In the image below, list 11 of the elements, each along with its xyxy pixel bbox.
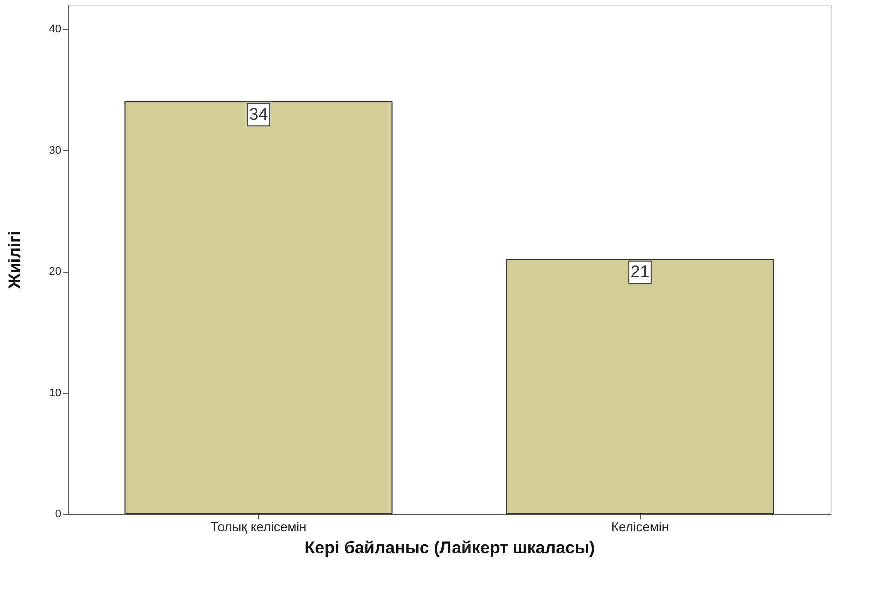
y-tick-label: 30 <box>49 144 62 157</box>
y-tick-label: 20 <box>49 266 62 278</box>
y-tick-label: 0 <box>55 508 62 520</box>
x-tick-label: Толық келісемін <box>210 520 307 534</box>
data-label: 34 <box>249 104 268 124</box>
x-tick-label: Келісемін <box>611 520 670 534</box>
y-axis-title: Жиілігі <box>5 231 24 290</box>
x-axis-title: Кері байланыс (Лайкерт шкаласы) <box>304 538 596 558</box>
y-tick-label: 10 <box>49 387 62 400</box>
data-label: 21 <box>630 262 650 282</box>
y-tick-label: 40 <box>49 24 62 36</box>
